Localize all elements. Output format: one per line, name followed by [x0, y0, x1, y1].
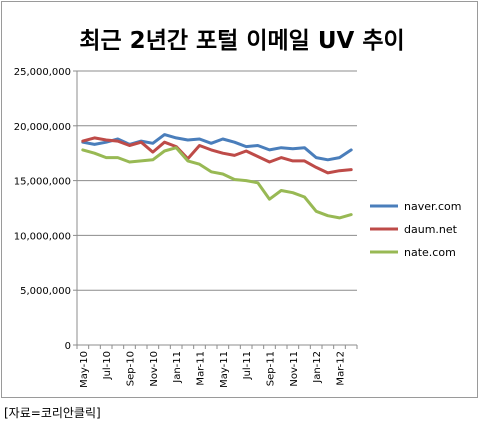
x-tick-label: May-10: [79, 351, 90, 388]
y-tick-label: 0: [65, 341, 71, 352]
y-tick-label: 15,000,000: [14, 177, 71, 188]
series-lines: [81, 133, 353, 220]
x-tick-label: Mar-11: [196, 351, 207, 386]
x-tick-label: Jul-11: [242, 351, 253, 380]
x-tick-label: Sep-11: [266, 351, 277, 386]
y-tick-labels: 0 5,000,000 10,000,000 15,000,000 20,000,000…: [14, 67, 71, 352]
y-tick-label: 5,000,000: [20, 286, 71, 297]
source-note: [자료=코리안클릭]: [4, 406, 101, 420]
chart-frame: 최근 2년간 포털 이메일 UV 추이 0 5,000,000 10,000,000…: [1, 1, 478, 398]
x-tick-label: Mar-12: [336, 351, 347, 386]
x-tick-label: Jan-12: [312, 351, 323, 384]
axes: [73, 70, 358, 349]
x-tick-label: Jan-11: [172, 351, 183, 384]
x-tick-label: Sep-10: [126, 351, 137, 386]
y-tick-label: 20,000,000: [14, 122, 71, 133]
x-tick-label: Nov-10: [149, 351, 160, 387]
series-line-nate-com: [81, 146, 353, 220]
chart-title: 최근 2년간 포털 이메일 UV 추이: [79, 28, 404, 54]
x-tick-label: May-11: [219, 351, 230, 388]
series-line-daum-net: [81, 136, 353, 175]
legend: naver.com daum.net nate.com: [370, 200, 462, 259]
y-tick-label: 25,000,000: [14, 67, 71, 78]
x-tick-label: Jul-10: [102, 351, 113, 380]
x-tick-labels: May-10 Jul-10 Sep-10 Nov-10 Jan-11 Mar-11 May-…: [79, 351, 347, 388]
legend-label: nate.com: [404, 246, 456, 259]
y-tick-label: 10,000,000: [14, 231, 71, 242]
legend-label: naver.com: [404, 200, 462, 213]
gridlines: [77, 70, 357, 291]
series-line-naver-com: [81, 133, 353, 162]
line-chart: 최근 2년간 포털 이메일 UV 추이 0 5,000,000 10,000,000…: [14, 28, 462, 388]
legend-label: daum.net: [404, 223, 458, 236]
x-tick-label: Nov-11: [289, 351, 300, 387]
